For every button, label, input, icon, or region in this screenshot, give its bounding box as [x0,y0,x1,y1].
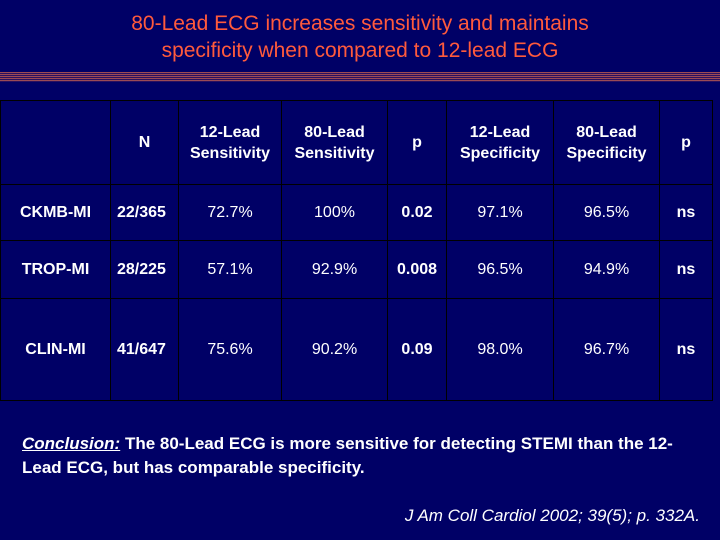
header-12lead-sensitivity: 12-Lead Sensitivity [178,100,282,185]
header-80lead-sensitivity: 80-Lead Sensitivity [281,100,388,185]
header-n: N [110,100,179,185]
cell-sens12: 57.1% [178,240,282,299]
slide-title: 80-Lead ECG increases sensitivity and ma… [0,10,720,64]
title-line-1: 80-Lead ECG increases sensitivity and ma… [131,12,589,35]
table-row: CLIN-MI 41/647 75.6% 90.2% 0.09 98.0% 96… [0,298,713,401]
citation: J Am Coll Cardiol 2002; 39(5); p. 332A. [404,506,700,525]
header-80lead-specificity: 80-Lead Specificity [553,100,660,185]
cell-p-sensitivity: 0.008 [387,240,447,299]
cell-spec80: 96.5% [553,184,660,241]
header-12lead-specificity-line2: Specificity [459,144,541,162]
cell-p-specificity: ns [659,184,713,241]
cell-n: 22/365 [110,184,179,241]
conclusion-label: Conclusion: [22,434,121,453]
conclusion-body: The 80-Lead ECG is more sensitive for de… [22,434,673,477]
header-80lead-sensitivity-line1: 80-Lead [304,123,365,141]
header-12lead-sensitivity-line2: Sensitivity [189,144,271,162]
title-line-2: specificity when compared to 12-lead ECG [161,39,559,62]
header-12lead-specificity-line1: 12-Lead [469,123,531,141]
cell-spec80: 96.7% [553,298,660,401]
header-empty-cell [0,100,111,185]
cell-spec12: 96.5% [446,240,554,299]
cell-spec80: 94.9% [553,240,660,299]
cell-sens80: 100% [281,184,388,241]
cell-sens12: 75.6% [178,298,282,401]
header-80lead-sensitivity-line2: Sensitivity [294,144,375,162]
cell-p-sensitivity: 0.02 [387,184,447,241]
cell-spec12: 97.1% [446,184,554,241]
cell-sens80: 92.9% [281,240,388,299]
cell-n: 28/225 [110,240,179,299]
header-p-specificity: p [659,100,713,185]
title-divider [0,72,720,82]
results-table: N 12-Lead Sensitivity 80-Lead Sensitivit… [0,100,713,401]
table-row: CKMB-MI 22/365 72.7% 100% 0.02 97.1% 96.… [0,184,713,241]
cell-n: 41/647 [110,298,179,401]
cell-p-sensitivity: 0.09 [387,298,447,401]
row-label: CLIN-MI [0,298,111,401]
cell-sens80: 90.2% [281,298,388,401]
header-12lead-specificity: 12-Lead Specificity [446,100,554,185]
header-80lead-specificity-line2: Specificity [566,144,647,162]
cell-p-specificity: ns [659,298,713,401]
header-p-sensitivity: p [387,100,447,185]
row-label: CKMB-MI [0,184,111,241]
row-label: TROP-MI [0,240,111,299]
header-12lead-sensitivity-line1: 12-Lead [199,123,261,141]
cell-sens12: 72.7% [178,184,282,241]
table-row: TROP-MI 28/225 57.1% 92.9% 0.008 96.5% 9… [0,240,713,299]
cell-spec12: 98.0% [446,298,554,401]
header-80lead-specificity-line1: 80-Lead [576,123,637,141]
cell-p-specificity: ns [659,240,713,299]
conclusion-text: Conclusion: The 80-Lead ECG is more sens… [22,432,712,480]
table-header-row: N 12-Lead Sensitivity 80-Lead Sensitivit… [0,100,713,185]
